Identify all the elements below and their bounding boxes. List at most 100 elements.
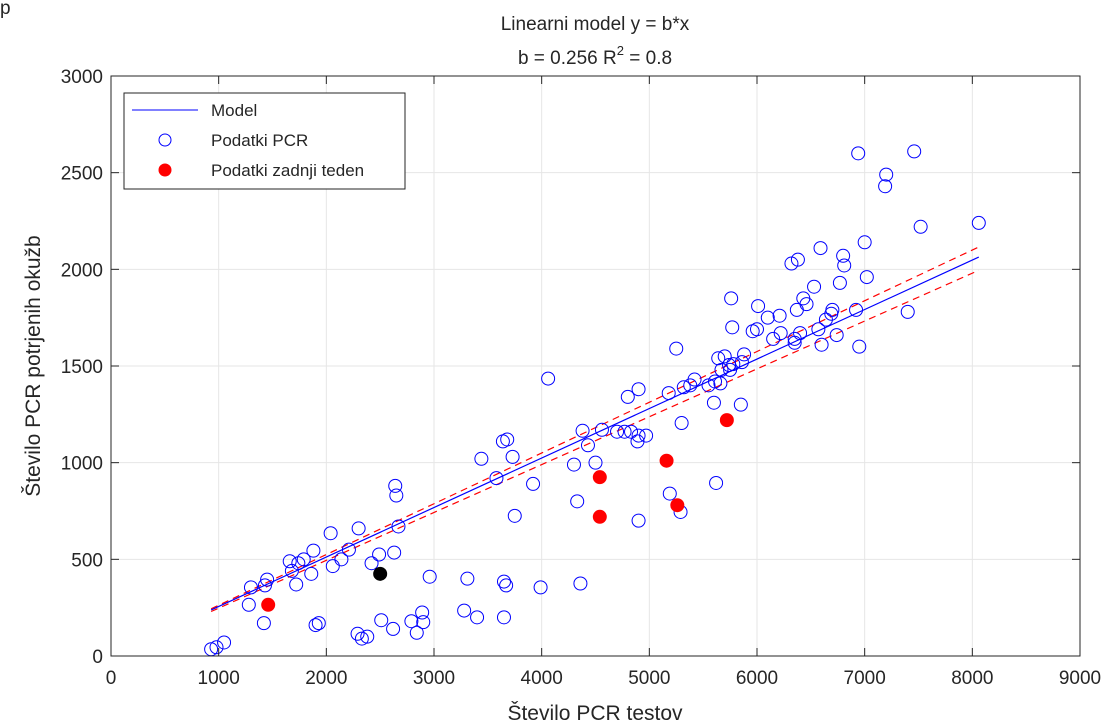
pcr-data-point [662, 486, 677, 501]
pcr-data-point [388, 478, 403, 493]
pcr-data-point [620, 389, 635, 404]
pcr-data-point [737, 347, 752, 362]
pcr-data-point [851, 146, 866, 161]
pcr-data-point [811, 322, 826, 337]
last-week-data-point [261, 597, 276, 612]
subtitle-superscript: 2 [617, 43, 624, 58]
pcr-data-point [772, 308, 787, 323]
pcr-data-point [807, 279, 822, 294]
x-ticks: 0 1000 2000 3000 4000 5000 6000 7000 8000 9000 [106, 76, 1101, 689]
pcr-data-point [575, 423, 590, 438]
pcr-data-point [374, 613, 389, 628]
pcr-data-point [773, 326, 788, 341]
pcr-data-point [499, 578, 514, 593]
pcr-data-point [639, 428, 654, 443]
pcr-data-point [296, 552, 311, 567]
pcr-data-point [829, 328, 844, 343]
pcr-data-point [573, 576, 588, 591]
x-tick-label: 4000 [521, 668, 563, 689]
pcr-data-point [415, 605, 430, 620]
y-tick-label: 1500 [61, 357, 103, 378]
pcr-data-point [859, 270, 874, 285]
pcr-data-point [631, 513, 646, 528]
pcr-data-point [722, 358, 737, 373]
x-tick-label: 9000 [1059, 668, 1101, 689]
pcr-data-point [354, 631, 369, 646]
last-week-data-point [670, 498, 685, 513]
pcr-data-point [496, 574, 511, 589]
pcr-data-point [217, 635, 232, 650]
legend-pcr-marker [158, 133, 172, 147]
legend-model-label: Model [211, 101, 257, 120]
pcr-data-point [260, 572, 275, 587]
pcr-data-point [474, 451, 489, 466]
subtitle-prefix: b = 0.256 R [518, 48, 617, 69]
pcr-data-point [610, 424, 625, 439]
confidence-upper-line [210, 246, 980, 610]
x-tick-label: 1000 [198, 668, 240, 689]
y-tick-label: 500 [71, 550, 103, 571]
pcr-data-point [325, 559, 340, 574]
pcr-data-point [416, 615, 431, 630]
last-week-data-point [719, 413, 734, 428]
pcr-data-point [825, 302, 840, 317]
last-week-data-point [592, 509, 607, 524]
pcr-data-point [852, 339, 867, 354]
pcr-data-point [386, 621, 401, 636]
chart-subtitle: b = 0.256 R2 = 0.8 [518, 43, 672, 69]
pcr-data-point [308, 618, 323, 633]
pcr-data-point [391, 519, 406, 534]
y-ticks: 0 500 1000 1500 2000 2500 3000 [61, 67, 1080, 668]
pcr-data-point [631, 382, 646, 397]
pcr-data-point [496, 610, 511, 625]
pcr-data-point [526, 476, 541, 491]
x-tick-label: 7000 [844, 668, 886, 689]
x-tick-label: 6000 [736, 668, 778, 689]
pcr-data-point [323, 526, 338, 541]
pcr-data-point [878, 179, 893, 194]
pcr-data-point [460, 571, 475, 586]
pcr-data-point [832, 275, 847, 290]
pcr-data-point [813, 241, 828, 256]
pcr-data-point [351, 521, 366, 536]
y-tick-label: 0 [92, 647, 103, 668]
pcr-data-point [533, 580, 548, 595]
pcr-data-point [724, 291, 739, 306]
pcr-data-point [661, 386, 676, 401]
pcr-data-point [334, 552, 349, 567]
pcr-data-point [879, 167, 894, 182]
confidence-band [210, 246, 980, 613]
pcr-data-point [257, 578, 272, 593]
pcr-data-point [470, 610, 485, 625]
highlighted-data-point [373, 566, 388, 581]
legend-last-week-marker [158, 163, 172, 177]
confidence-lower-line [210, 269, 980, 613]
pcr-data-point [751, 299, 766, 314]
subtitle-suffix: = 0.8 [624, 48, 672, 69]
pcr-data-point [836, 248, 851, 263]
pcr-data-point [457, 603, 472, 618]
pcr-data-point [489, 471, 504, 486]
pcr-data-point [818, 312, 833, 327]
model-line [210, 256, 980, 611]
pcr-data-point [971, 215, 986, 230]
x-axis-label: Število PCR testov [507, 702, 683, 725]
pcr-data-point [500, 432, 515, 447]
pcr-data-point [734, 355, 749, 370]
pcr-data-point [669, 341, 684, 356]
pcr-data-point [507, 508, 522, 523]
last-week-data-point [592, 470, 607, 485]
pcr-data-point [404, 614, 419, 629]
pcr-data-point [256, 616, 271, 631]
x-tick-label: 5000 [628, 668, 670, 689]
pcr-data-point [900, 304, 915, 319]
pcr-data-point [617, 424, 632, 439]
pcr-data-point [676, 380, 691, 395]
pcr-data-point [389, 488, 404, 503]
pcr-data-point [674, 416, 689, 431]
pcr-data-point [594, 422, 609, 437]
y-tick-label: 2500 [61, 164, 103, 185]
pcr-data-point [913, 219, 928, 234]
pcr-data-point [733, 397, 748, 412]
